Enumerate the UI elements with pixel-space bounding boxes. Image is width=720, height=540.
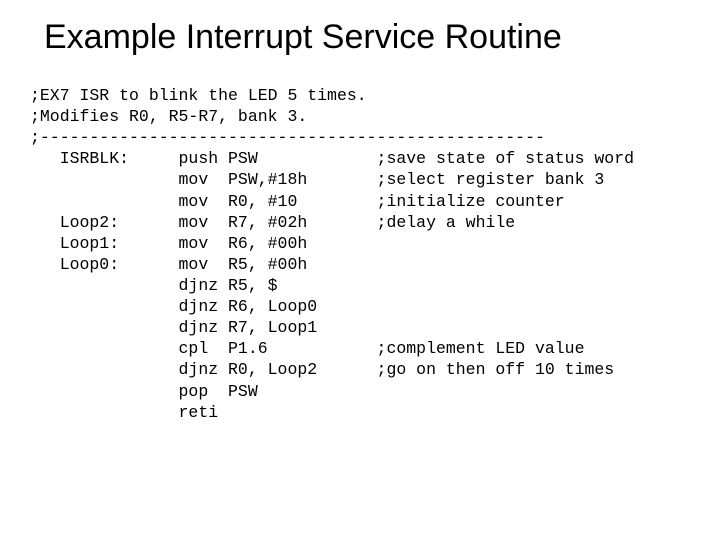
- code-block: ;EX7 ISR to blink the LED 5 times. ;Modi…: [30, 85, 690, 423]
- slide-container: Example Interrupt Service Routine ;EX7 I…: [0, 0, 720, 443]
- slide-title: Example Interrupt Service Routine: [44, 18, 690, 57]
